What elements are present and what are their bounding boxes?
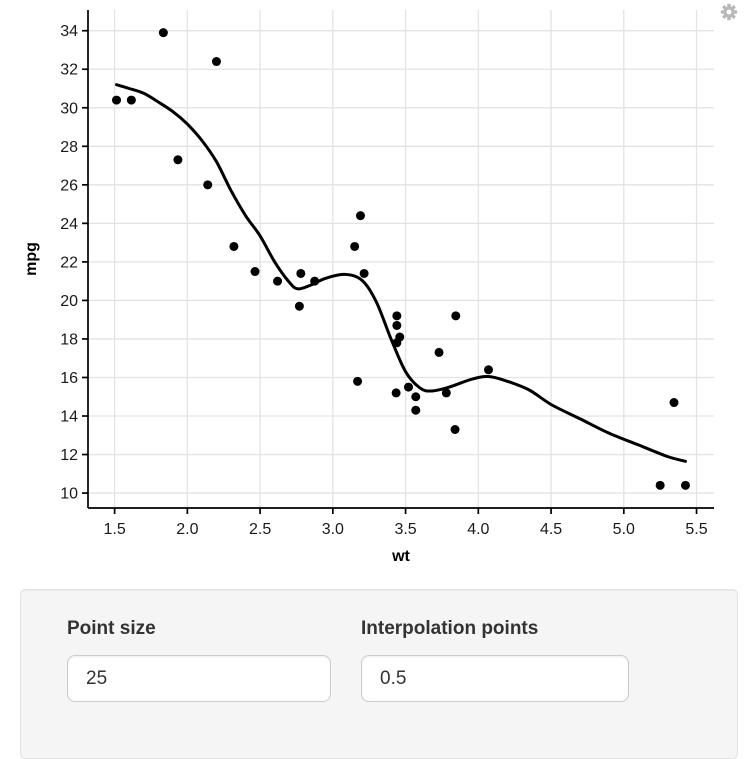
- data-point: [655, 480, 665, 490]
- x-tick-label: 4.5: [540, 521, 562, 538]
- smooth-line: [115, 83, 687, 463]
- data-point: [392, 320, 402, 330]
- y-tick-label: 10: [60, 486, 78, 503]
- scatter-plot: 1.5 2.0 2.5 3.0 3.5 4.0 4.5 5.0 5.5 10 12 14 16 18 20 2…: [23, 10, 714, 565]
- data-point: [296, 268, 306, 278]
- controls-panel: Point size Interpolation points: [20, 589, 738, 759]
- data-point: [158, 28, 168, 38]
- data-point: [355, 211, 365, 221]
- x-tick-label: 2.5: [249, 521, 271, 538]
- y-tick-label: 16: [60, 370, 78, 387]
- y-tick-label: 26: [60, 177, 78, 194]
- data-point: [484, 365, 494, 375]
- x-tick-label: 1.5: [103, 521, 125, 538]
- x-tick-label: 3.0: [322, 521, 344, 538]
- data-point: [411, 392, 421, 402]
- data-point: [411, 405, 421, 415]
- plot-canvas: 1.5 2.0 2.5 3.0 3.5 4.0 4.5 5.0 5.5 10 12 14 16 18 20 2…: [23, 10, 714, 565]
- y-tick-label: 28: [60, 139, 78, 156]
- data-point: [450, 424, 460, 434]
- y-tick-label: 20: [60, 293, 78, 310]
- x-tick-label: 4.0: [467, 521, 489, 538]
- data-point: [403, 382, 413, 392]
- data-point: [353, 376, 363, 386]
- point-size-input[interactable]: [67, 655, 331, 702]
- interpolation-points-input[interactable]: [361, 655, 629, 702]
- x-tick-label: 5.0: [613, 521, 635, 538]
- interpolation-points-label: Interpolation points: [361, 618, 539, 639]
- data-point: [273, 276, 283, 286]
- y-tick-label: 34: [60, 23, 78, 40]
- data-point: [359, 268, 369, 278]
- settings-gear-button[interactable]: [719, 2, 739, 22]
- point-size-label: Point size: [67, 618, 156, 639]
- data-point: [669, 398, 679, 408]
- y-tick-label: 12: [60, 447, 78, 464]
- data-point: [229, 241, 239, 251]
- data-point: [434, 347, 444, 357]
- data-point: [173, 155, 183, 165]
- data-point: [391, 388, 401, 398]
- data-point: [294, 301, 304, 311]
- y-tick-label: 14: [60, 409, 78, 426]
- app-root: 1.5 2.0 2.5 3.0 3.5 4.0 4.5 5.0 5.5 10 12 14 16 18 20 2…: [20, 2, 739, 759]
- data-point: [441, 388, 451, 398]
- y-tick-label: 24: [60, 216, 78, 233]
- data-point: [250, 267, 260, 277]
- x-tick-label: 2.0: [176, 521, 198, 538]
- data-point: [203, 180, 213, 190]
- data-point: [112, 95, 122, 105]
- y-axis-title: mpg: [23, 242, 40, 276]
- gear-icon: [720, 3, 738, 21]
- y-tick-label: 32: [60, 62, 78, 79]
- data-point: [350, 241, 360, 251]
- data-point: [211, 57, 221, 67]
- data-point: [680, 480, 690, 490]
- data-point: [451, 311, 461, 321]
- data-point: [126, 95, 136, 105]
- y-tick-label: 18: [60, 331, 78, 348]
- x-tick-label: 5.5: [685, 521, 707, 538]
- x-axis-title: wt: [391, 548, 410, 565]
- y-tick-label: 30: [60, 100, 78, 117]
- y-tick-label: 22: [60, 254, 78, 271]
- data-point: [392, 311, 402, 321]
- x-tick-label: 3.5: [394, 521, 416, 538]
